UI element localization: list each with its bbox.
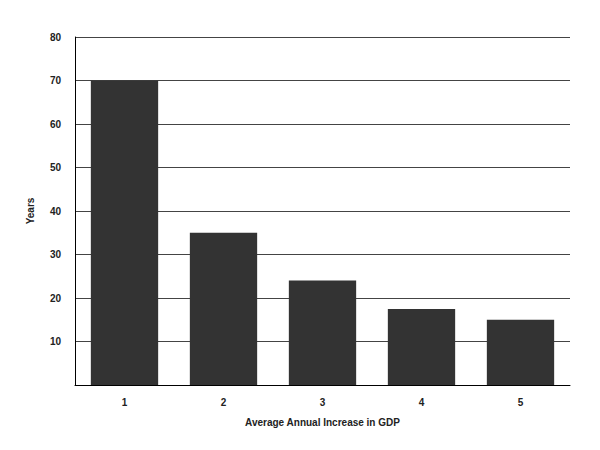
svg-text:Average Annual Increase in GDP: Average Annual Increase in GDP	[245, 417, 400, 428]
svg-text:50: 50	[50, 162, 62, 173]
svg-text:70: 70	[50, 75, 62, 86]
svg-text:5: 5	[518, 397, 524, 408]
svg-text:10: 10	[50, 336, 62, 347]
svg-text:60: 60	[50, 119, 62, 130]
svg-text:3: 3	[320, 397, 326, 408]
svg-text:80: 80	[50, 32, 62, 43]
svg-text:30: 30	[50, 249, 62, 260]
svg-text:4: 4	[419, 397, 425, 408]
svg-text:40: 40	[50, 206, 62, 217]
svg-text:2: 2	[221, 397, 227, 408]
svg-text:20: 20	[50, 293, 62, 304]
svg-text:Years: Years	[25, 197, 36, 224]
svg-text:1: 1	[122, 397, 128, 408]
